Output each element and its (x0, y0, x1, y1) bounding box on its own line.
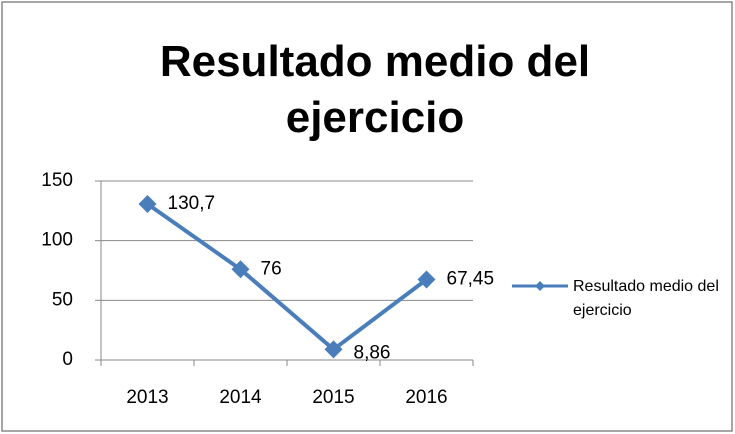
marker (138, 195, 157, 214)
data-label: 8,86 (354, 342, 391, 363)
x-tick-label: 2016 (405, 387, 447, 408)
data-label: 67,45 (447, 269, 495, 290)
marker (231, 260, 250, 279)
legend-marker (535, 281, 545, 291)
y-tick-label: 50 (52, 289, 73, 310)
y-tick-label: 150 (41, 170, 73, 191)
marker (324, 340, 343, 359)
x-tick-label: 2014 (219, 387, 262, 408)
chart-title: Resultado medio del ejercicio (159, 37, 591, 142)
data-label: 130,7 (168, 193, 216, 214)
y-tick-label: 0 (62, 349, 73, 370)
y-tick-label: 100 (41, 230, 73, 251)
data-label: 76 (261, 258, 282, 279)
line (146, 202, 428, 352)
x-tick-label: 2015 (312, 387, 354, 408)
legend-label: Resultado medio del ejercicio (573, 278, 719, 319)
marker (417, 270, 436, 289)
x-tick-label: 2013 (126, 387, 168, 408)
